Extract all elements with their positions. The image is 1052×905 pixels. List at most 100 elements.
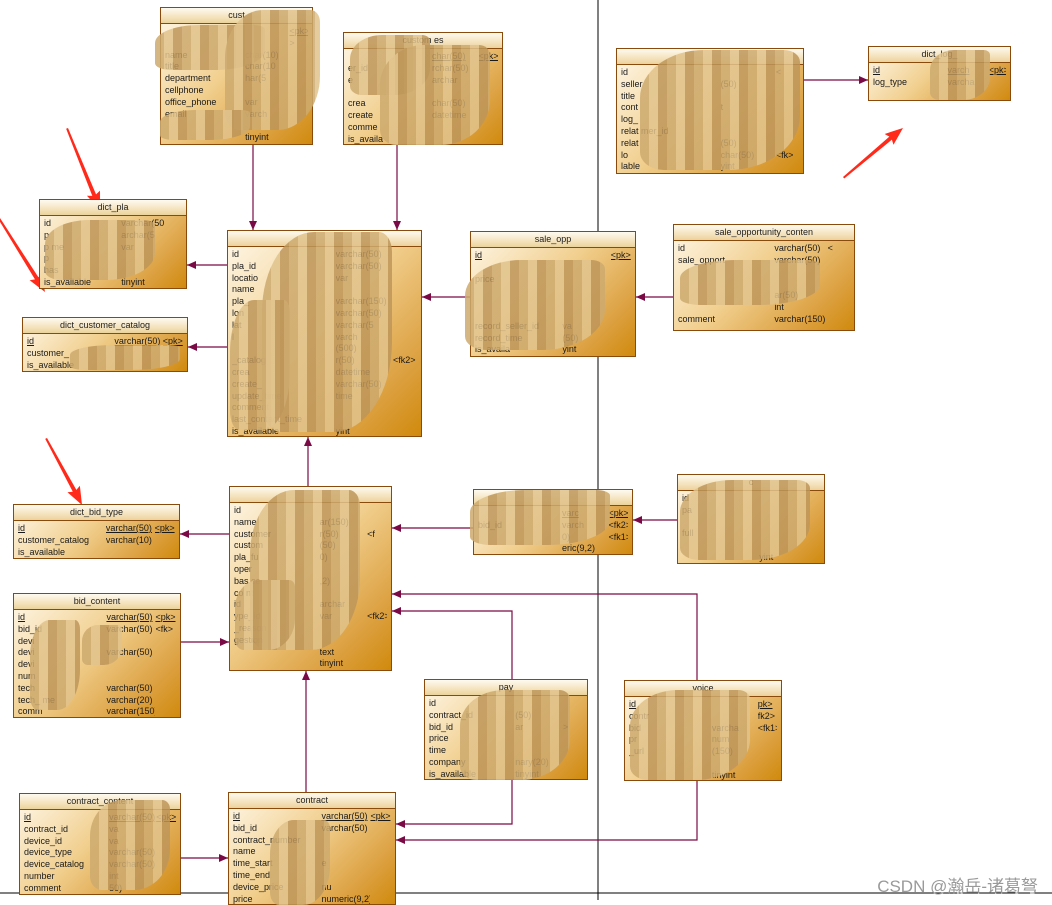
column-name: devi <box>18 659 35 670</box>
column-name: time_start <box>233 858 273 869</box>
column-key: fk2> <box>757 710 776 721</box>
column-key <box>367 505 387 517</box>
column-name: title <box>621 90 636 101</box>
column-type <box>320 505 367 517</box>
column-row: price numeric(9,2) <box>233 894 391 905</box>
table-title <box>228 231 421 247</box>
entity-table[interactable]: pay id contract_id (50) bid_id ar > price time co… <box>424 679 588 780</box>
column-key <box>393 273 417 285</box>
column-row: comment <box>232 402 417 414</box>
column-type <box>712 711 758 723</box>
column-name <box>678 290 774 302</box>
column-row: pla_fu 0) <box>234 552 387 564</box>
column-key <box>367 552 387 564</box>
column-type <box>721 126 776 138</box>
column-row: id varchar(50) <pk> <box>18 523 175 535</box>
column-key <box>367 635 387 647</box>
column-key <box>367 658 387 670</box>
column-row: er_id rchar(50) <box>348 63 498 75</box>
column-row: p me var <box>44 242 182 254</box>
column-row: last_contact_time <box>232 414 417 426</box>
entity-table[interactable]: dict_customer_catalog id varchar(50) <pk> cu… <box>22 317 188 372</box>
column-type: datetime <box>432 109 467 120</box>
column-name: customer <box>234 528 272 539</box>
column-key: <pk> <box>370 811 391 821</box>
entity-table[interactable]: id < seller (50) title cont t log_ relat mer_id r… <box>616 48 804 174</box>
column-name: lon <box>232 307 245 318</box>
column-row: id varchar(50) <pk> <box>233 811 391 823</box>
column-row: l varch <box>232 332 417 344</box>
column-name: id <box>24 812 32 822</box>
column-row: bid_id ar > <box>429 722 583 734</box>
entity-table[interactable]: custom es char(50) <pk> er_id rchar(50) e arch… <box>343 32 503 145</box>
column-type <box>245 85 289 97</box>
entity-table[interactable]: dict_pla id varchar(50) p archar(5 p me var p ha… <box>39 199 187 289</box>
column-row <box>348 86 498 98</box>
entity-table[interactable]: sale_opp id <pk> price record_seller_id va rec… <box>470 231 636 357</box>
entity-table[interactable]: c id pa full yint <box>677 474 825 564</box>
table-title: dict_pla <box>40 200 186 216</box>
column-name: contract_number <box>233 834 301 845</box>
column-row <box>678 267 850 279</box>
column-name: is_available <box>44 276 92 287</box>
entity-table[interactable]: sale_opportunity_conten id varchar(50) < sal… <box>673 224 855 331</box>
column-key <box>828 290 850 302</box>
column-name: relat mer_id <box>621 125 669 136</box>
column-type <box>336 284 393 296</box>
column-type <box>121 253 164 265</box>
column-row: eric(9,2) <box>478 543 628 555</box>
column-type <box>432 86 479 98</box>
column-name: contract_id <box>24 823 69 834</box>
entity-table[interactable]: dict_log_id varch <pk> log_type varcha <box>868 46 1011 101</box>
entity-table[interactable]: bid_content id varchar(50) <pk> bid_id varcha… <box>13 593 181 718</box>
table-title: dict_customer_catalog <box>23 318 187 334</box>
column-name: num <box>18 670 36 681</box>
entity-table[interactable]: contract_content id varchar(50) <pk> contrac… <box>19 793 181 895</box>
column-key <box>155 671 176 683</box>
column-type <box>562 297 610 309</box>
column-key <box>164 265 182 277</box>
table-title: voice <box>625 681 781 697</box>
column-type: tinyint <box>245 132 269 143</box>
column-key <box>758 734 777 746</box>
table-title: custom es <box>344 33 502 49</box>
column-name: gestion <box>234 634 264 645</box>
column-name: tech <box>18 682 36 693</box>
column-name <box>475 297 562 309</box>
column-row: devi <box>18 636 176 648</box>
arrowhead-icon <box>249 221 257 230</box>
column-row <box>629 758 777 770</box>
column-row: text <box>234 647 387 659</box>
column-name: pla_ <box>232 296 250 307</box>
entity-table[interactable]: varc <pk> bid_id varch <fk2> 0) <fk1> eric(9,2) <box>473 489 633 555</box>
column-type <box>759 493 802 505</box>
column-type: nary(20) <box>515 756 549 767</box>
column-key <box>563 757 583 769</box>
column-name: co nt <box>234 587 254 598</box>
entity-table[interactable]: dict_bid_type id varchar(50) <pk> customer_c… <box>13 504 180 559</box>
column-name: lo <box>621 149 629 160</box>
column-key <box>776 114 799 126</box>
column-type: yint <box>720 161 735 172</box>
entity-table[interactable]: contract id varchar(50) <pk> bid_id varchar(5… <box>228 792 396 905</box>
column-key <box>479 110 499 122</box>
entity-table[interactable]: id varchar(50) pla_id varchar(50) locatio var… <box>227 230 422 437</box>
arrowhead-icon <box>302 671 310 680</box>
entity-table[interactable]: id name ar(150) customer r(50) <f custom (50) pl… <box>229 486 392 671</box>
column-row: comment varchar(150) <box>678 314 850 326</box>
column-name <box>478 543 562 555</box>
entity-table[interactable]: voice id pk> contr fk2> bid varcha <fk1> pr num _… <box>624 680 782 781</box>
column-row: contract_id va <box>24 824 176 836</box>
entity-table[interactable]: cust <pk> > name char(10) title char(10 departm… <box>160 7 313 145</box>
column-row: relat (50) <box>621 138 799 150</box>
column-key <box>479 122 499 134</box>
column-key <box>164 218 182 230</box>
column-type <box>320 588 367 600</box>
column-row: devi varchar(50) <box>18 647 176 659</box>
column-key <box>563 769 583 781</box>
column-row: p archar(5 <box>44 230 182 242</box>
column-type: varch <box>562 519 585 530</box>
column-type <box>712 758 758 770</box>
column-name: _url <box>629 746 645 757</box>
column-row <box>475 262 631 274</box>
